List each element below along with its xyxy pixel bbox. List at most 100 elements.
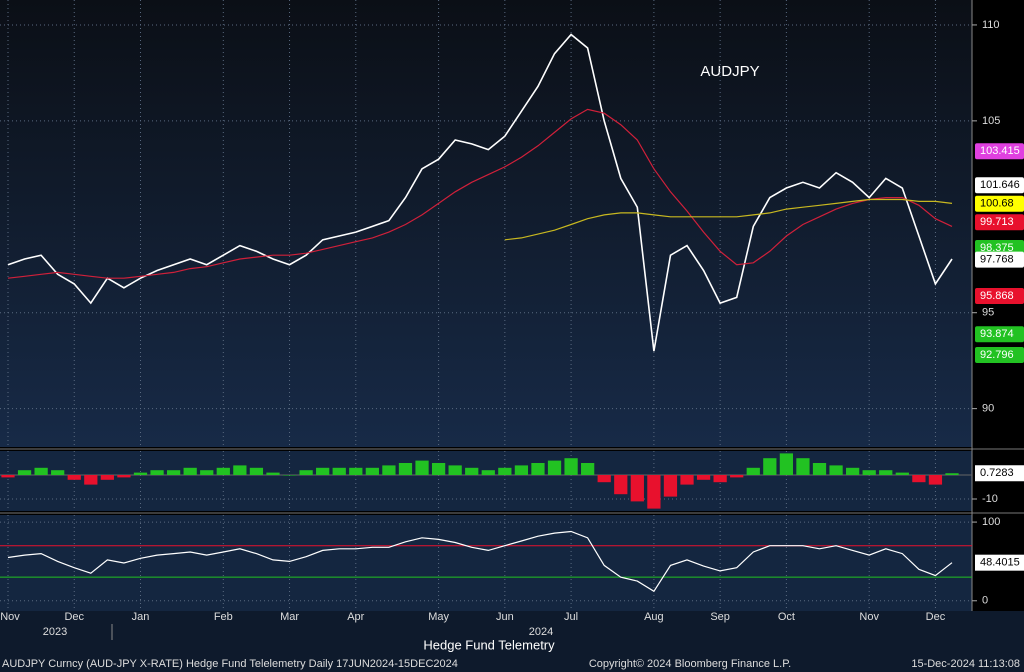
series-line [7, 33, 953, 352]
bar [581, 463, 595, 475]
bar [812, 463, 827, 475]
bar [481, 470, 495, 475]
bar [928, 475, 943, 485]
price-label: 103.415 [980, 145, 1020, 157]
x-tick-label: May [428, 611, 449, 623]
bar [200, 470, 214, 475]
rsi-panel [0, 515, 972, 611]
bar [912, 475, 926, 483]
series-line [7, 108, 953, 279]
bar [663, 475, 678, 497]
bar [415, 460, 429, 475]
bar [597, 475, 611, 483]
footer-center: Copyright© 2024 Bloomberg Finance L.P. [589, 658, 791, 670]
bar [448, 465, 462, 475]
bar [51, 470, 65, 475]
bar [829, 465, 843, 475]
bar [879, 470, 893, 475]
bar [746, 467, 760, 475]
bar [398, 463, 413, 475]
bar [216, 467, 230, 475]
y-tick-label: -10 [982, 493, 998, 505]
price-label: 100.68 [980, 198, 1014, 210]
chart-title: AUDJPY [700, 63, 759, 80]
price-label-box [975, 214, 1024, 231]
bar [1, 475, 15, 478]
x-tick-label: Oct [778, 611, 795, 623]
bar [614, 475, 628, 495]
year-label: 2023 [43, 626, 67, 638]
bar [630, 475, 644, 502]
price-panel [0, 0, 972, 447]
y-tick-label: 105 [982, 115, 1000, 127]
bar [763, 458, 777, 475]
bar [382, 465, 396, 475]
bar [647, 475, 661, 509]
footer-left: AUDJPY Curncy (AUD-JPY X-RATE) Hedge Fun… [2, 658, 458, 670]
x-tick-label: Feb [214, 611, 233, 623]
x-tick-label: Aug [644, 611, 664, 623]
bar [249, 467, 264, 475]
x-tick-label: Dec [926, 611, 946, 623]
bar [796, 458, 810, 475]
price-label: 97.768 [980, 254, 1014, 266]
bar [150, 470, 164, 475]
bar [166, 470, 181, 475]
bar [514, 465, 529, 475]
y-tick-label: 100 [982, 516, 1000, 528]
momentum-panel [0, 451, 972, 511]
price-label: 95.868 [980, 290, 1014, 302]
price-label: 98.375 [980, 242, 1014, 254]
bar [34, 467, 48, 475]
bar [183, 467, 197, 475]
bar [696, 475, 711, 480]
bar [846, 467, 860, 475]
price-label-box [975, 326, 1024, 343]
footer-right: 15-Dec-2024 11:13:08 [911, 658, 1020, 670]
y-tick-label: 90 [982, 403, 994, 415]
price-label-box [975, 251, 1024, 268]
y-tick-label: 110 [982, 19, 1000, 31]
bar [117, 475, 131, 478]
bar [713, 475, 727, 483]
x-tick-label: Mar [280, 611, 299, 623]
x-tick-label: Apr [347, 611, 364, 623]
bar [531, 463, 545, 475]
value-box [975, 554, 1024, 571]
bar [266, 472, 280, 475]
bar [133, 472, 148, 475]
bar [67, 475, 81, 480]
bar [282, 475, 297, 476]
bar [680, 475, 694, 485]
price-label-box [975, 177, 1024, 194]
value-box [975, 465, 1024, 482]
value-label: 48.4015 [980, 557, 1020, 569]
price-label-box [975, 143, 1024, 160]
bar [17, 470, 32, 475]
series-line [7, 530, 953, 593]
price-label: 99.713 [980, 216, 1014, 228]
bar [730, 475, 744, 478]
x-tick-label: Dec [64, 611, 84, 623]
bar [547, 460, 562, 475]
bar [365, 467, 379, 475]
bar [316, 467, 330, 475]
axis-area [0, 611, 1024, 672]
series-line [504, 198, 953, 241]
bar [349, 467, 363, 475]
x-tick-label: Jun [496, 611, 514, 623]
bar [299, 470, 313, 475]
year-label: 2024 [529, 626, 553, 638]
price-label: 93.874 [980, 328, 1014, 340]
x-axis-title: Hedge Fund Telemetry [423, 637, 555, 652]
bar [332, 467, 346, 475]
price-label: 92.796 [980, 349, 1014, 361]
price-label-box [975, 288, 1024, 305]
price-label-box [975, 195, 1024, 212]
bar [233, 465, 247, 475]
bar [84, 475, 98, 485]
bar [779, 453, 794, 475]
bar [564, 458, 578, 475]
